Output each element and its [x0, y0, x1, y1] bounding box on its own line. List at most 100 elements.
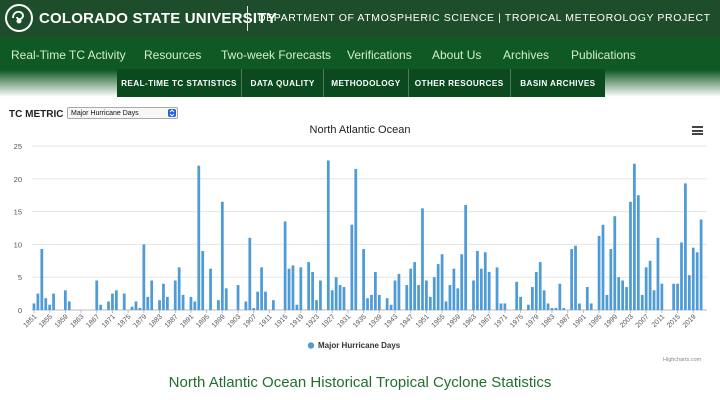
- chart-bar[interactable]: [570, 248, 573, 310]
- chart-bar[interactable]: [52, 293, 55, 310]
- chart-bar[interactable]: [652, 290, 656, 310]
- chart-bar[interactable]: [503, 303, 507, 310]
- chart-bar[interactable]: [605, 294, 609, 310]
- chart-bar[interactable]: [389, 304, 393, 310]
- chart-bar[interactable]: [479, 268, 483, 310]
- chart-bar[interactable]: [695, 252, 699, 310]
- chart-bar[interactable]: [130, 306, 134, 310]
- chart-bar[interactable]: [691, 247, 695, 310]
- chart-bar[interactable]: [428, 296, 432, 310]
- tc-metric-select[interactable]: Major Hurricane Days: [67, 107, 178, 119]
- chart-bar[interactable]: [550, 308, 554, 310]
- chart-bar[interactable]: [589, 303, 593, 310]
- chart-bar[interactable]: [554, 308, 558, 310]
- chart-bar[interactable]: [252, 308, 256, 310]
- chart-bar[interactable]: [350, 224, 354, 310]
- nav-verifications[interactable]: Verifications: [347, 48, 412, 62]
- chart-bar[interactable]: [193, 301, 197, 310]
- chart-bar[interactable]: [601, 224, 605, 310]
- legend-label[interactable]: Major Hurricane Days: [318, 341, 401, 350]
- chart-bar[interactable]: [684, 183, 687, 310]
- chart-bar[interactable]: [319, 280, 322, 310]
- chart-bar[interactable]: [676, 283, 679, 310]
- subnav-data-quality[interactable]: DATA QUALITY: [242, 69, 325, 97]
- chart-bar[interactable]: [220, 201, 224, 310]
- chart-bar[interactable]: [629, 201, 632, 310]
- nav-two-week-forecasts[interactable]: Two-week Forecasts: [221, 48, 332, 62]
- chart-bar[interactable]: [617, 277, 621, 310]
- chart-bar[interactable]: [366, 298, 369, 310]
- chart-bar[interactable]: [330, 290, 334, 310]
- chart-bar[interactable]: [417, 285, 420, 310]
- chart-bar[interactable]: [181, 294, 185, 310]
- subnav-realtime-tc-statistics[interactable]: REAL-TIME TC STATISTICS: [117, 69, 242, 97]
- subnav-basin-archives[interactable]: BASIN ARCHIVES: [520, 78, 596, 88]
- chart-bar[interactable]: [648, 260, 652, 310]
- chart-bar[interactable]: [613, 216, 617, 310]
- chart-bar[interactable]: [134, 301, 138, 310]
- chart-bar[interactable]: [315, 300, 318, 310]
- chart-bar[interactable]: [621, 280, 624, 310]
- chart-bar[interactable]: [440, 254, 444, 310]
- chart-bar[interactable]: [162, 283, 165, 310]
- chart-bar[interactable]: [264, 291, 267, 310]
- chart-bar[interactable]: [44, 298, 48, 310]
- chart-bar[interactable]: [209, 268, 212, 310]
- chart-bar[interactable]: [472, 280, 475, 310]
- chart-bar[interactable]: [574, 245, 577, 310]
- chart-bar[interactable]: [342, 287, 346, 310]
- chart-bar[interactable]: [362, 248, 365, 310]
- chart-bar[interactable]: [40, 248, 44, 310]
- chart-bar[interactable]: [99, 304, 103, 310]
- chart-bar[interactable]: [307, 262, 311, 310]
- chart-bar[interactable]: [409, 268, 413, 310]
- chart-bar[interactable]: [530, 287, 534, 310]
- chart-bar[interactable]: [260, 267, 263, 310]
- subnav-other-resources[interactable]: OTHER RESOURCES: [409, 69, 511, 97]
- chart-bar[interactable]: [542, 290, 546, 310]
- highcharts-credit[interactable]: Highcharts.com: [663, 357, 702, 363]
- chart-bar[interactable]: [201, 250, 205, 310]
- chart-bar[interactable]: [546, 303, 550, 310]
- chart-bar[interactable]: [405, 285, 409, 310]
- chart-bar[interactable]: [173, 280, 177, 310]
- chart-bar[interactable]: [456, 288, 460, 310]
- chart-bar[interactable]: [311, 271, 314, 310]
- chart-bar[interactable]: [217, 300, 220, 310]
- chart-bar[interactable]: [248, 237, 252, 310]
- chart-bar[interactable]: [625, 287, 628, 310]
- chart-bar[interactable]: [644, 267, 648, 310]
- chart-bar[interactable]: [421, 208, 424, 310]
- chart-bar[interactable]: [460, 254, 464, 310]
- chart-bar[interactable]: [142, 244, 146, 310]
- chart-bar[interactable]: [476, 250, 479, 310]
- chart-bar[interactable]: [150, 280, 154, 310]
- chart-bar[interactable]: [197, 165, 201, 310]
- chart-bar[interactable]: [111, 293, 114, 310]
- chart-bar[interactable]: [385, 298, 389, 310]
- chart-bar[interactable]: [67, 301, 71, 310]
- chart-bar[interactable]: [499, 303, 503, 310]
- chart-bar[interactable]: [299, 267, 303, 310]
- chart-bar[interactable]: [393, 280, 397, 310]
- chart-bar[interactable]: [680, 242, 683, 310]
- chart-bar[interactable]: [236, 285, 240, 310]
- chart-bar[interactable]: [377, 294, 381, 310]
- chart-bar[interactable]: [177, 267, 181, 310]
- nav-resources[interactable]: Resources: [144, 48, 202, 62]
- chart-bar[interactable]: [527, 304, 530, 310]
- chart-bar[interactable]: [283, 221, 287, 310]
- chart-bar[interactable]: [432, 277, 436, 310]
- chart-bar[interactable]: [115, 290, 118, 310]
- chart-bar[interactable]: [107, 301, 110, 310]
- chart-bar[interactable]: [166, 296, 169, 310]
- chart-bar[interactable]: [538, 262, 542, 310]
- chart-bar[interactable]: [672, 283, 676, 310]
- chart-bar[interactable]: [640, 294, 644, 310]
- chart-bar[interactable]: [32, 303, 36, 310]
- chart-bar[interactable]: [374, 271, 377, 310]
- chart-bar[interactable]: [495, 267, 499, 310]
- nav-about-us[interactable]: About Us: [432, 48, 482, 62]
- subnav-methodology[interactable]: METHODOLOGY: [324, 69, 409, 97]
- chart-bar[interactable]: [256, 291, 260, 310]
